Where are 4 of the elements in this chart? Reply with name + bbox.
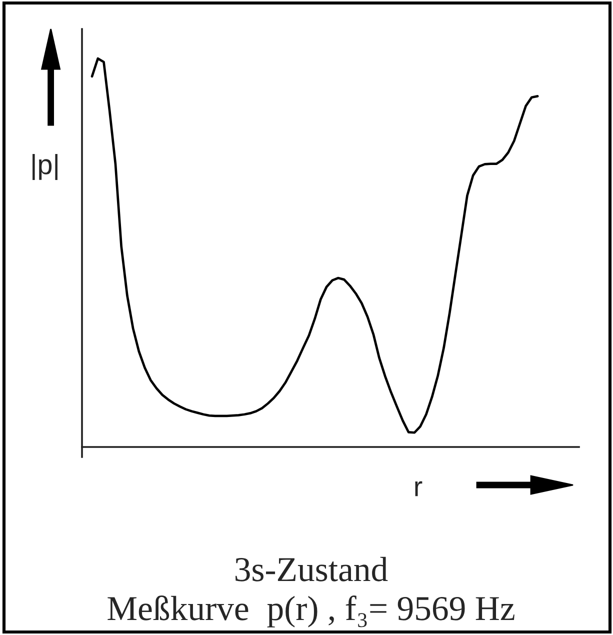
text: Meßkurve p(r) , f₃= 9569 Hz — [108, 596, 514, 628]
y-axis-title: |p| — [32, 154, 58, 180]
text: 3s-Zustand — [236, 556, 388, 582]
x-axis-title: r — [415, 481, 422, 496]
